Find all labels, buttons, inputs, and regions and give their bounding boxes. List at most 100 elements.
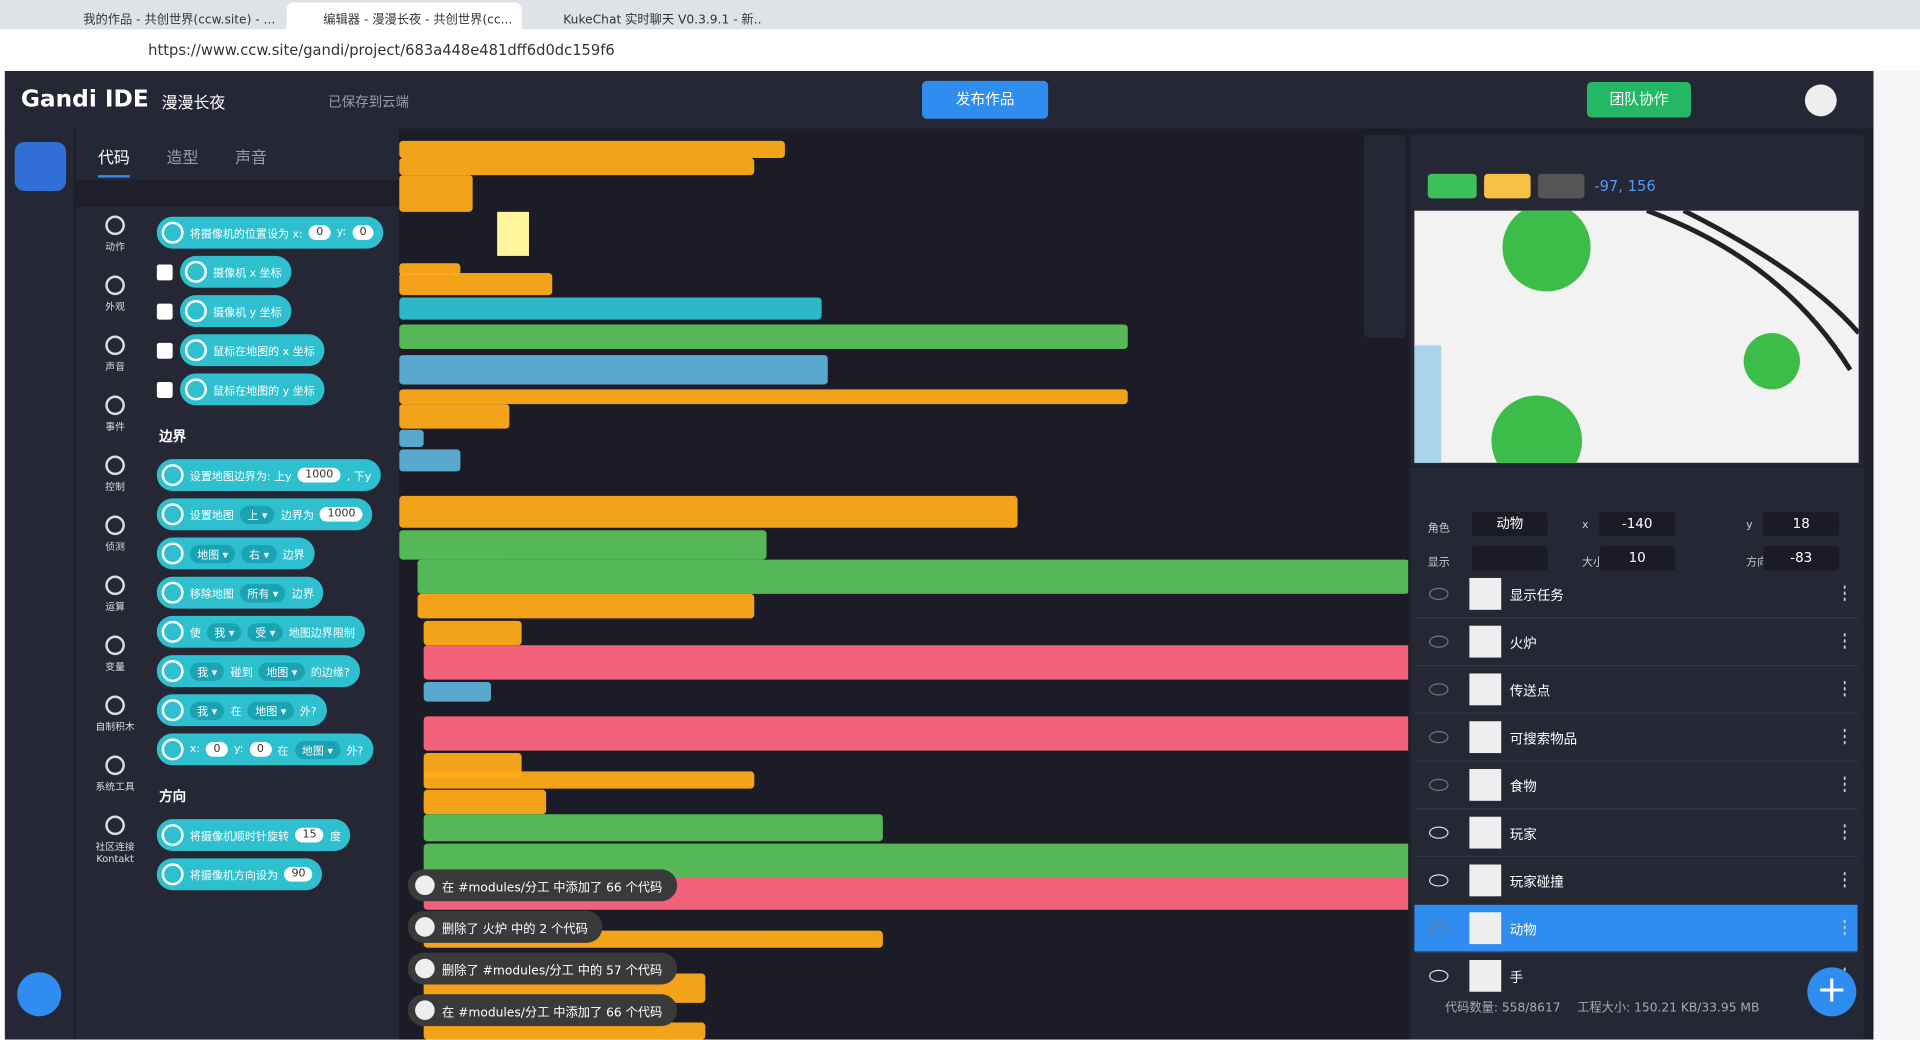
user-avatar[interactable] xyxy=(17,972,62,1017)
category[interactable]: 系统工具 xyxy=(81,755,150,794)
category[interactable]: 社区连接 Kontakt xyxy=(81,815,150,864)
browser-tab[interactable]: 编辑器 - 漫漫长夜 - 共创世界(cc... xyxy=(286,2,522,30)
category[interactable]: 声音 xyxy=(81,335,150,374)
sprite-menu[interactable] xyxy=(1842,775,1847,793)
palette-row: 我 ▾ 在地图 ▾ 外? xyxy=(156,691,399,730)
add-sprite[interactable]: + xyxy=(1807,967,1857,1017)
category[interactable]: 外观 xyxy=(81,275,150,314)
editor-tab[interactable]: 代码 xyxy=(97,144,130,178)
block-text: 地图 ▾ xyxy=(247,701,294,720)
block-icon xyxy=(161,738,184,761)
sprite-row[interactable]: 玩家 xyxy=(1414,809,1858,858)
block[interactable]: 设置地图边界为: 上y 1000 , 下y xyxy=(156,459,382,492)
block[interactable]: 我 ▾ 在地图 ▾ 外? xyxy=(156,694,327,727)
category[interactable]: 事件 xyxy=(81,395,150,434)
checkbox[interactable] xyxy=(156,342,173,359)
info-label: 显示 xyxy=(1427,557,1450,570)
eye-hidden[interactable] xyxy=(1428,731,1449,744)
sprite-row[interactable]: 可搜索物品 xyxy=(1414,714,1858,762)
category[interactable]: 控制 xyxy=(81,455,150,494)
code-block xyxy=(399,389,1128,405)
block-text: 我 ▾ xyxy=(189,701,225,720)
category[interactable]: 运算 xyxy=(81,575,150,614)
browser-tab[interactable]: KukeChat 实时聊天 V0.3.9.1 - 新... xyxy=(563,13,762,27)
block-icon xyxy=(161,699,184,722)
eye-hidden[interactable] xyxy=(1428,922,1449,935)
block[interactable]: 我 ▾ 碰到 地图 ▾ 的边缘? xyxy=(156,655,360,687)
checkbox[interactable] xyxy=(156,381,173,398)
editor-tab[interactable]: 造型 xyxy=(166,149,199,168)
eye-hidden[interactable] xyxy=(1428,778,1449,792)
category[interactable]: 动作 xyxy=(81,215,150,254)
code-block xyxy=(399,273,553,296)
eye-open[interactable] xyxy=(1428,969,1449,983)
comment-note xyxy=(497,211,529,256)
pause-button[interactable] xyxy=(1484,173,1531,199)
eye-open[interactable] xyxy=(1428,826,1449,839)
team-button[interactable]: 团队协作 xyxy=(1586,82,1692,118)
sprite-row[interactable]: 食物 xyxy=(1414,762,1858,810)
sprite-menu[interactable] xyxy=(1842,870,1847,888)
info-field[interactable]: 10 xyxy=(1599,546,1676,571)
url[interactable]: https://www.ccw.site/gandi/project/683a4… xyxy=(148,41,615,59)
sprite-menu[interactable] xyxy=(1842,918,1847,936)
block[interactable]: 鼠标在地图的 y 坐标 xyxy=(180,373,325,406)
category[interactable]: 自制积木 xyxy=(81,695,150,734)
sprite-row[interactable]: 显示任务 xyxy=(1414,576,1858,619)
block[interactable]: 地图 ▾ 右 ▾ 边界 xyxy=(156,537,315,570)
checkbox[interactable] xyxy=(156,263,173,280)
block[interactable]: 将摄像机顺时针旋转 15 度 xyxy=(156,819,351,852)
green-flag[interactable] xyxy=(1427,173,1477,199)
sprite-row[interactable]: 动物 xyxy=(1414,904,1858,953)
brand[interactable]: Gandi IDE xyxy=(20,85,149,113)
block-icon xyxy=(161,503,184,526)
block[interactable]: x: 0 y: 0 在地图 ▾ 外? xyxy=(156,733,374,766)
editor-tab[interactable]: 声音 xyxy=(235,149,267,168)
checkbox[interactable] xyxy=(156,303,173,319)
block[interactable]: 摄像机 x 坐标 xyxy=(180,255,292,288)
sprite-menu[interactable] xyxy=(1842,822,1847,841)
sprite-row[interactable]: 传送点 xyxy=(1414,666,1858,714)
stop-button[interactable] xyxy=(1537,173,1585,199)
sprite-menu[interactable] xyxy=(1842,727,1847,745)
avatar[interactable] xyxy=(1804,84,1837,117)
category[interactable]: 变量 xyxy=(81,635,150,674)
info-field[interactable]: 18 xyxy=(1763,511,1840,537)
info-value: -140 xyxy=(1621,515,1653,532)
block[interactable]: 将摄像机的位置设为 x: 0 y: 0 xyxy=(156,216,384,249)
block[interactable]: 使我 ▾ 受 ▾ 地图边界限制 xyxy=(156,615,365,648)
info-field[interactable]: -83 xyxy=(1763,546,1840,571)
sprite-thumb xyxy=(1469,768,1502,801)
block[interactable]: 设置地图上 ▾ 边界为 1000 xyxy=(156,498,373,531)
category[interactable]: 侦测 xyxy=(81,515,150,554)
block[interactable]: 摄像机 y 坐标 xyxy=(180,295,292,327)
info-field[interactable]: 动物 xyxy=(1471,511,1548,537)
sprite-menu[interactable] xyxy=(1842,679,1847,697)
sprite-menu[interactable] xyxy=(1842,631,1847,649)
palette-row: 摄像机 x 坐标 xyxy=(156,252,399,291)
info-field[interactable]: -140 xyxy=(1599,511,1676,537)
eye-hidden[interactable] xyxy=(1428,635,1449,648)
block[interactable]: 将摄像机方向设为 90 xyxy=(156,858,323,891)
info-label: 大小 xyxy=(1582,557,1605,570)
sprite-row[interactable]: 玩家碰撞 xyxy=(1414,857,1858,905)
block-icon xyxy=(161,620,184,643)
project-title[interactable]: 漫漫长夜 xyxy=(161,94,226,113)
search-bar[interactable] xyxy=(75,180,400,207)
eye-open[interactable] xyxy=(1428,874,1449,887)
sprite-menu[interactable] xyxy=(1842,584,1847,602)
notification: 删除了 #modules/分工 中的 57 个代码 xyxy=(407,952,677,985)
eye-hidden[interactable] xyxy=(1428,587,1449,601)
publish-button[interactable]: 发布作品 xyxy=(922,80,1049,119)
code-area[interactable] xyxy=(399,128,1409,1040)
code-nav[interactable] xyxy=(14,142,67,192)
sprite-row[interactable]: 火炉 xyxy=(1414,618,1858,667)
palette-row: 鼠标在地图的 y 坐标 xyxy=(156,370,399,409)
block[interactable]: 鼠标在地图的 x 坐标 xyxy=(180,334,325,367)
sprite-row[interactable]: 手 xyxy=(1414,953,1857,992)
block-text: 右 ▾ xyxy=(241,544,277,563)
eye-hidden[interactable] xyxy=(1428,683,1449,696)
info-field[interactable] xyxy=(1471,546,1548,571)
browser-tab[interactable]: 我的作品 - 共创世界(ccw.site) - ... xyxy=(83,13,276,27)
block[interactable]: 移除地图 所有 ▾ 边界 xyxy=(156,576,324,609)
